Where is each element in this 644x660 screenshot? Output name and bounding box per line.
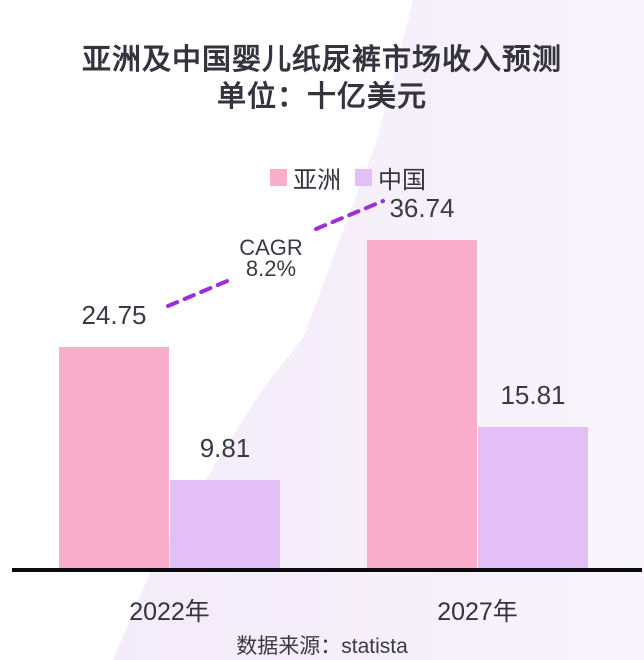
value-label-2027年-中国: 15.81 bbox=[500, 380, 566, 410]
cagr-annotation-line2: 8.2% bbox=[245, 256, 297, 281]
legend: 亚洲 中国 bbox=[270, 160, 426, 195]
chart-subtitle: 单位：十亿美元 bbox=[216, 81, 427, 113]
cagr-annotation-line1: CAGR bbox=[239, 235, 303, 260]
cagr-annotation: CAGR 8.2% bbox=[221, 235, 321, 281]
chart-title: 亚洲及中国婴儿纸尿裤市场收入预测 单位：十亿美元 bbox=[0, 42, 644, 116]
bar-2022年-亚洲 bbox=[59, 347, 169, 568]
category-label-2027年: 2027年 bbox=[437, 598, 518, 626]
category-label-2022年: 2022年 bbox=[129, 598, 210, 626]
chart-title-line1: 亚洲及中国婴儿纸尿裤市场收入预测 bbox=[81, 44, 562, 76]
asia-color-swatch bbox=[270, 169, 287, 186]
legend-item-china: 中国 bbox=[355, 160, 426, 195]
legend-item-asia: 亚洲 bbox=[270, 160, 341, 195]
data-source: 数据来源：statista bbox=[236, 635, 408, 658]
bar-2022年-中国 bbox=[170, 480, 280, 568]
china-color-swatch bbox=[355, 169, 372, 186]
bar-2027年-亚洲 bbox=[367, 240, 477, 568]
value-label-2022年-中国: 9.81 bbox=[199, 433, 251, 463]
legend-label-asia: 亚洲 bbox=[293, 167, 341, 194]
value-label-2027年-亚洲: 36.74 bbox=[389, 193, 455, 223]
value-label-2022年-亚洲: 24.75 bbox=[81, 300, 147, 330]
x-axis-line bbox=[12, 568, 642, 572]
legend-label-china: 中国 bbox=[378, 167, 426, 194]
bar-2027年-中国 bbox=[478, 427, 588, 568]
